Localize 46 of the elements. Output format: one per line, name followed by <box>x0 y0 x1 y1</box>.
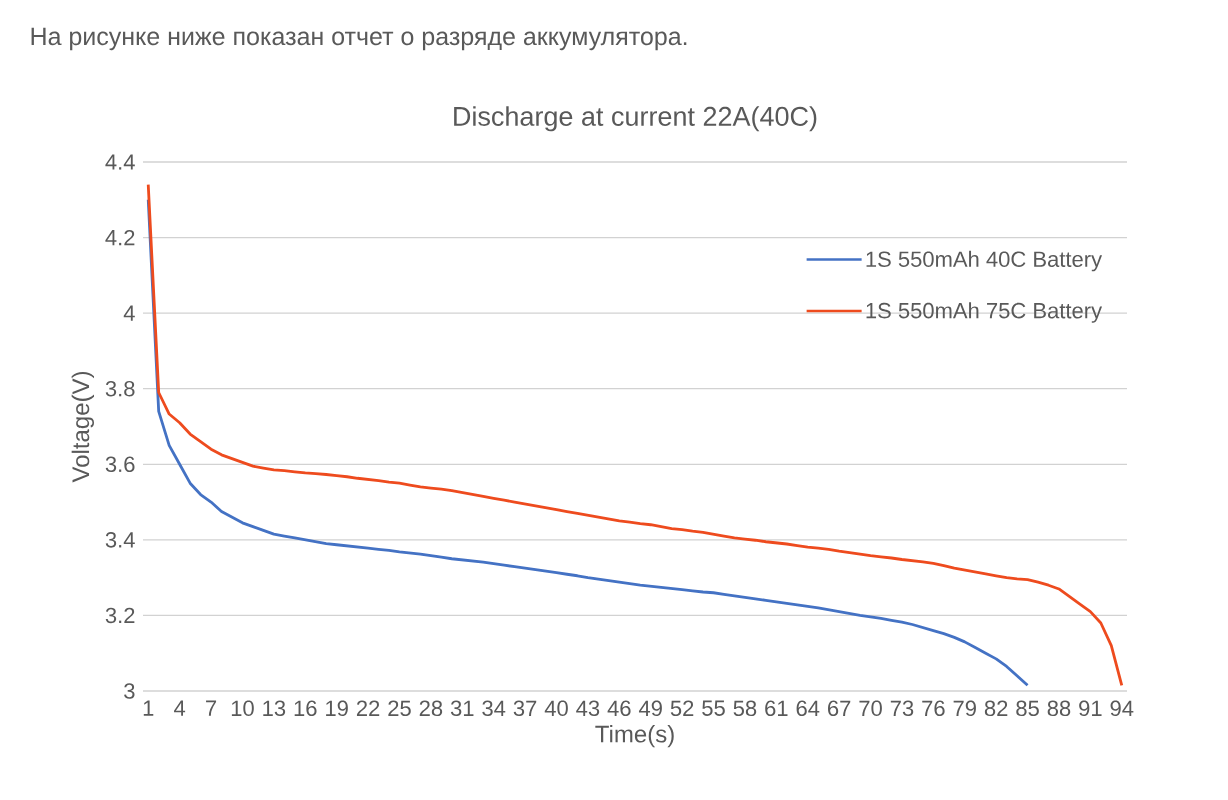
x-tick-label: 85 <box>1016 700 1039 717</box>
y-tick-label: 3.4 <box>105 532 135 548</box>
y-axis-title: Voltage(V) <box>71 371 95 483</box>
y-tick-label: 3 <box>124 683 135 699</box>
x-tick-label: 10 <box>231 700 254 717</box>
x-tick-label: 49 <box>638 700 662 717</box>
x-tick-label: 40 <box>544 700 568 717</box>
x-tick-label: 79 <box>953 700 976 717</box>
x-tick-label: 34 <box>482 700 506 717</box>
chart-title: Discharge at current 22A(40C) <box>454 106 817 132</box>
x-tick-label: 37 <box>513 700 537 717</box>
x-tick-label: 16 <box>294 700 317 717</box>
y-tick-label: 3.6 <box>105 456 135 473</box>
x-tick-label: 88 <box>1047 700 1071 717</box>
x-tick-label: 67 <box>828 700 851 717</box>
text: На рисунке ниже показан отчет о разряде аккумулятора. <box>31 27 687 51</box>
x-tick-label: 94 <box>1110 700 1134 717</box>
y-tick-label: 4 <box>123 305 135 321</box>
y-tick-label: 4.2 <box>105 229 135 246</box>
x-tick-label: 22 <box>356 700 380 716</box>
x-tick-label: 46 <box>607 700 631 717</box>
x-tick-label: 4 <box>174 700 186 716</box>
x-tick-label: 19 <box>326 700 348 717</box>
x-tick-label: 73 <box>890 700 914 717</box>
x-tick-label: 58 <box>733 700 757 717</box>
x-tick-label: 52 <box>670 700 694 717</box>
x-tick-label: 64 <box>796 700 820 717</box>
x-tick-label: 82 <box>984 700 1008 717</box>
y-tick-label: 4.4 <box>105 154 135 170</box>
x-tick-label: 28 <box>419 700 443 717</box>
x-tick-label: 76 <box>922 700 945 717</box>
x-tick-label: 91 <box>1079 700 1102 717</box>
legend-label: 1S 550mAh 40C Battery <box>866 250 1103 272</box>
x-tick-label: 13 <box>263 700 286 717</box>
legend-label: 1S 550mAh 75C Battery <box>866 302 1103 323</box>
x-tick-label: 55 <box>702 700 725 716</box>
x-axis-title: Time(s) <box>595 724 674 748</box>
x-tick-label: 31 <box>450 700 474 717</box>
x-tick-label: 70 <box>859 700 882 717</box>
x-tick-label: 61 <box>765 700 788 717</box>
y-tick-label: 3.2 <box>105 607 135 624</box>
x-tick-label: 1 <box>143 700 154 716</box>
x-tick-label: 7 <box>206 700 217 716</box>
x-tick-label: 25 <box>388 700 411 717</box>
y-tick-label: 3.8 <box>105 380 135 397</box>
x-tick-label: 43 <box>576 700 600 717</box>
